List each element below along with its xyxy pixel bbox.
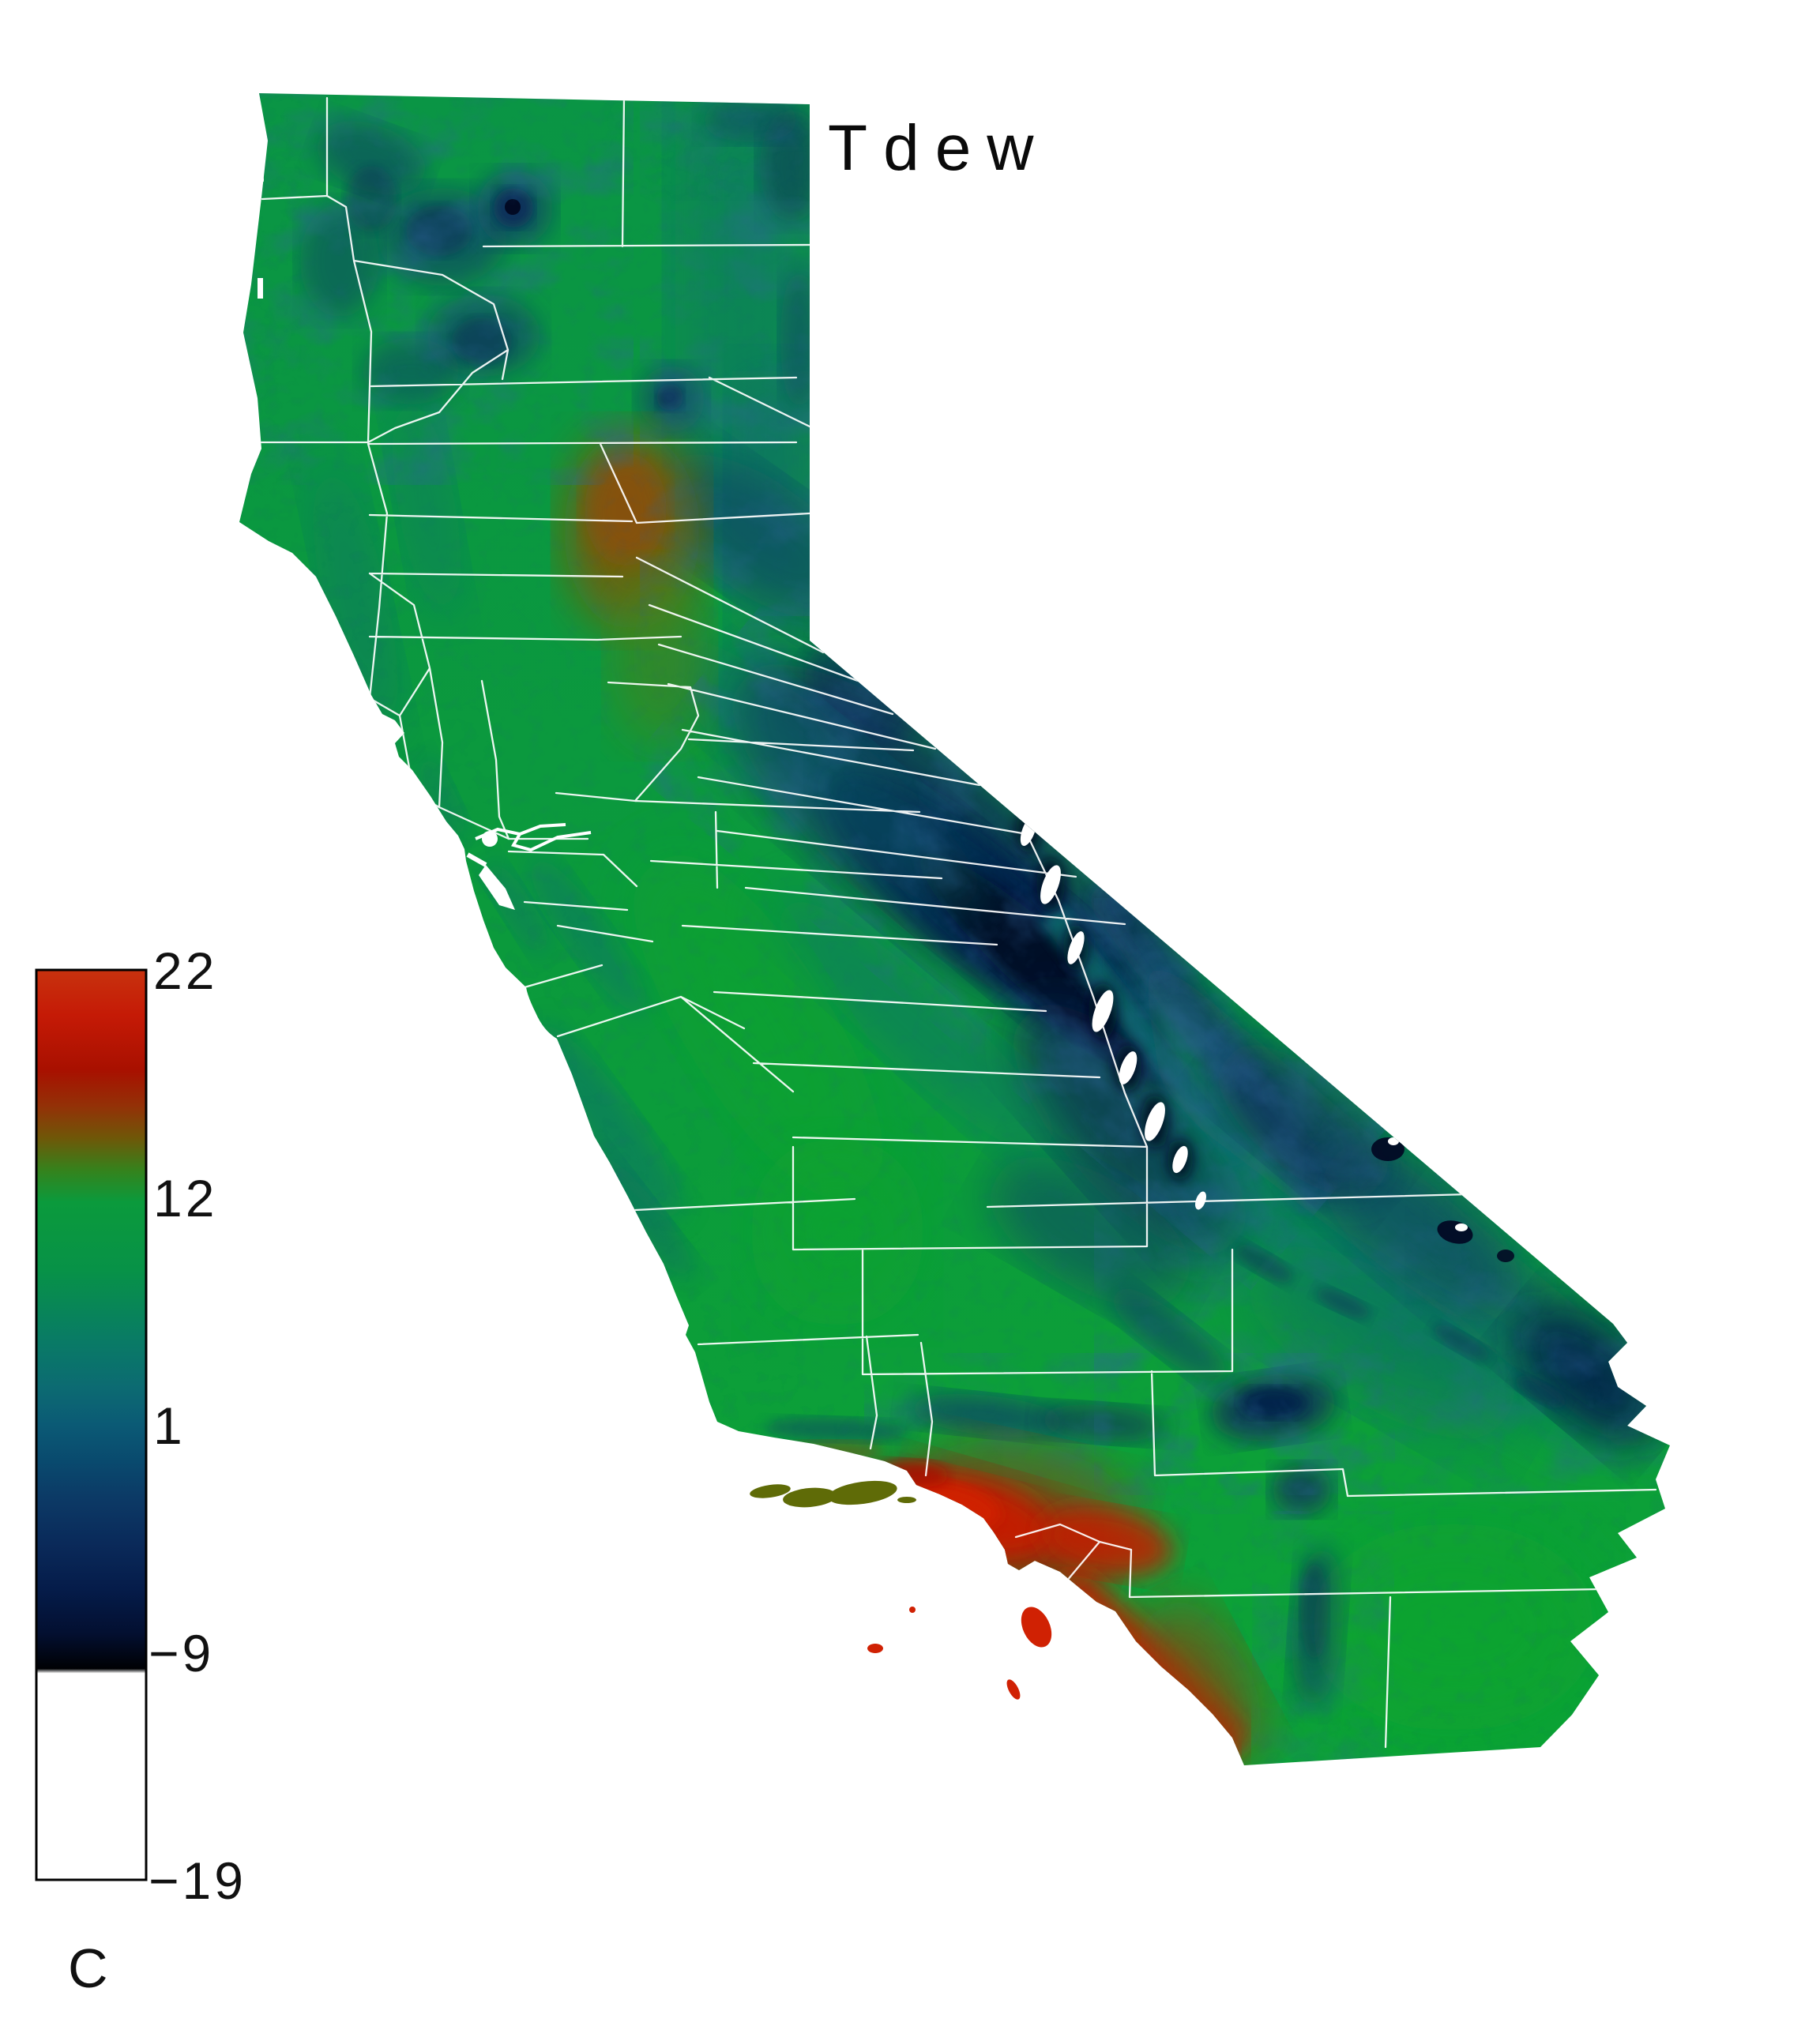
colorbar-gradient-bar [35,968,148,1881]
map-title: Tdew [828,112,1050,184]
channel-islands [750,1480,1052,1700]
colorbar-tick-label: 12 [153,1169,217,1227]
terrain-texture-layer [239,93,1670,1765]
county-boundaries [239,96,1657,1749]
colorbar-unit-label: C [68,1937,108,1999]
colorbar-tick-label: 22 [153,941,217,1000]
colorbar-tick-label: −19 [149,1851,246,1910]
colorbar: 22 12 1 −9 −19 C [35,941,246,1999]
colorbar-tick-label: 1 [153,1396,186,1455]
map-body [239,93,1670,1765]
colorbar-tick-label: −9 [149,1624,214,1682]
